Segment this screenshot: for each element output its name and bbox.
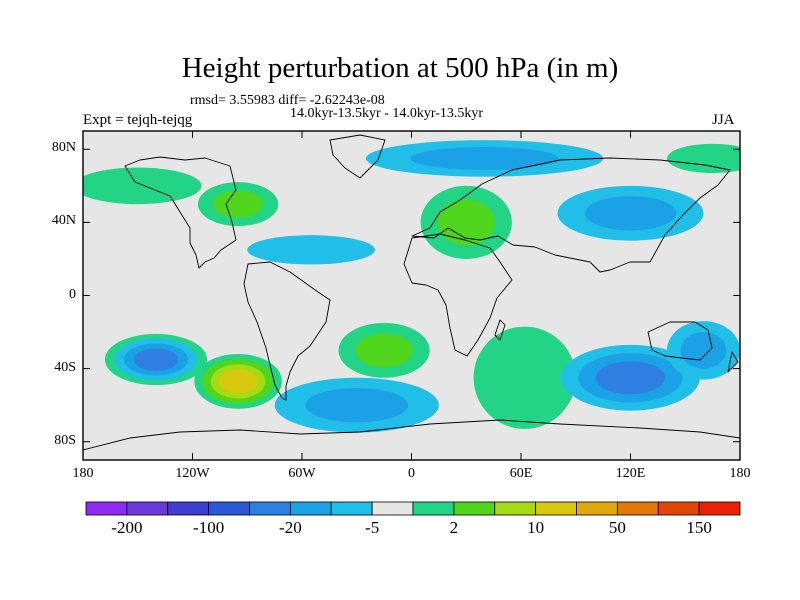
colorbar [85, 501, 741, 516]
anomaly-contour-9-0 [247, 235, 375, 265]
colorbar-swatch-2 [167, 501, 210, 516]
anomaly-contour-0-3 [133, 348, 179, 371]
colorbar-swatch-15 [698, 501, 741, 516]
colorbar-swatch-11 [535, 501, 577, 516]
lon-label-4: 60E [509, 466, 533, 481]
colorbar-swatch-3 [208, 501, 250, 516]
anomaly-contour-2-1 [305, 388, 409, 423]
anomaly-contour-3-1 [355, 333, 413, 368]
colorbar-label-0: -200 [111, 518, 143, 537]
anomaly-contour-12-1 [584, 196, 677, 231]
season-label: JJA [712, 112, 735, 128]
anomaly-contour-10-1 [437, 199, 495, 246]
lon-label-3: 0 [408, 466, 415, 481]
lon-label-1: 120W [175, 466, 210, 481]
period-label: 14.0kyr-13.5kyr - 14.0kyr-13.5kyr [290, 106, 484, 121]
colorbar-swatch-7 [371, 501, 414, 516]
lat-label-0: 80N [51, 140, 76, 156]
colorbar-swatch-14 [657, 501, 700, 516]
colorbar-swatch-4 [249, 501, 291, 516]
lat-label-3: 40S [54, 359, 76, 375]
lat-label-2: 0 [69, 286, 76, 302]
anomaly-contour-1-3 [218, 369, 258, 394]
lon-label-0: 180 [72, 466, 94, 481]
colorbar-swatch-5 [289, 501, 332, 516]
colorbar-label-7: 150 [686, 518, 712, 537]
lon-label-5: 120E [615, 466, 646, 481]
anomaly-contour-11-1 [410, 146, 559, 170]
colorbar-swatch-6 [330, 501, 373, 516]
coastlines [83, 134, 740, 451]
colorbar-label-4: 2 [449, 518, 459, 537]
colorbar-swatch-8 [412, 501, 455, 516]
colorbar-label-2: -20 [279, 518, 302, 537]
anomaly-contour-4-0 [473, 326, 576, 429]
colorbar-label-5: 10 [527, 518, 545, 537]
lon-label-6: 180 [729, 466, 751, 481]
colorbar-swatch-1 [126, 501, 169, 516]
anomaly-contour-13-0 [667, 143, 740, 174]
anomaly-contour-7-0 [83, 167, 202, 205]
experiment-label: Expt = tejqh-tejqg [83, 112, 193, 128]
map-title: Height perturbation at 500 hPa (in m) [181, 52, 619, 84]
anomaly-contour-5-2 [595, 361, 666, 395]
colorbar-swatch-9 [453, 501, 496, 516]
lat-label-4: 80S [54, 432, 76, 448]
rmsd-diff-stats: rmsd= 3.55983 diff= -2.62243e-08 [190, 93, 385, 108]
axis-ticks [82, 131, 741, 460]
colorbar-swatch-0 [85, 501, 128, 516]
colorbar-label-6: 50 [608, 518, 626, 537]
colorbar-label-1: -100 [193, 518, 225, 537]
anomaly-fields [83, 140, 740, 433]
colorbar-swatch-12 [576, 501, 618, 516]
colorbar-swatch-13 [616, 501, 659, 516]
colorbar-swatch-10 [494, 501, 537, 516]
anomaly-contour-6-1 [680, 332, 727, 369]
colorbar-label-3: -5 [365, 518, 380, 537]
lon-label-2: 60W [288, 466, 316, 481]
anomaly-contour-8-1 [213, 190, 264, 218]
lat-label-1: 40N [51, 213, 76, 229]
